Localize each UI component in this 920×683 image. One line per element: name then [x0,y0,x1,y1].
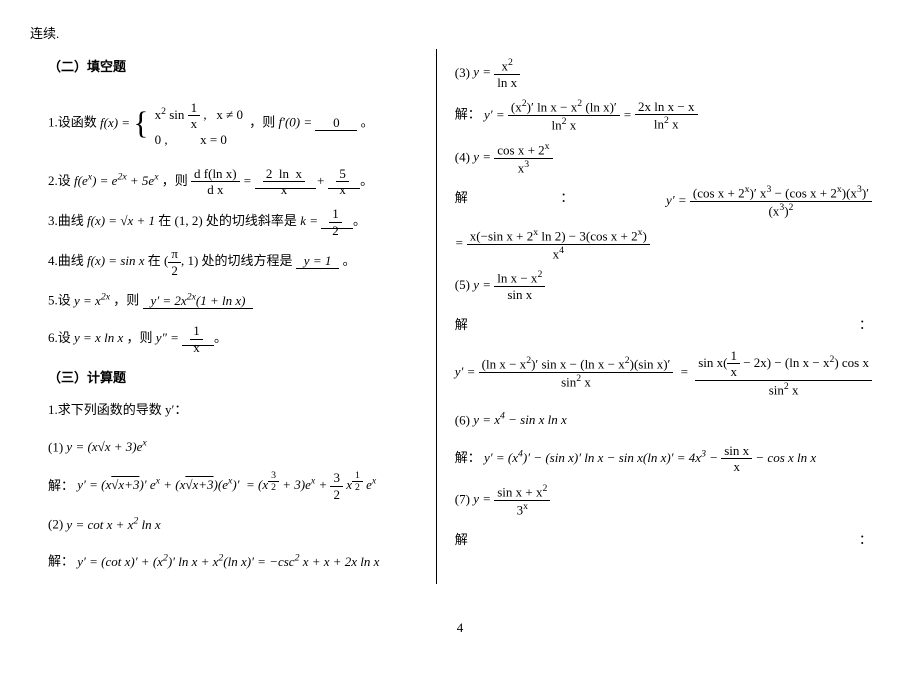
sol-pre: 解 [455,526,468,555]
calc-item-6-sol: 解： y′ = (x4)′ − (sin x)′ ln x − sin x(ln… [455,443,872,475]
solution: y′ = (ln x − x2)′ sin x − (ln x − x2)(si… [455,364,872,379]
fill-item-5: 5.设 y = x2x ，则 y′ = 2x2x(1 + ln x) [48,286,418,315]
calc-intro: 1.求下列函数的导数 y′： [48,396,418,425]
text: ，则 [249,115,278,130]
top-continuation: 连续. [30,20,890,49]
label: (4) [455,149,473,164]
fill-item-4: 4.曲线 f(x) = sin x 在 (π2, 1) 处的切线方程是 y = … [48,246,418,278]
y-def: y = cos x + 2xx3 [473,149,552,164]
fill-item-2: 2.设 f(ex) = e2x + 5ex ，则 d f(ln x)d x = … [48,166,418,198]
y-def: y = (x√x + 3)ex [66,439,146,454]
lhs: d f(ln x)d x = [191,173,255,188]
function: f(x) = sin x [87,253,145,268]
y-def: y = x4 − sin x ln x [473,412,567,427]
label: (2) [48,517,66,532]
calc-item-7: (7) y = sin x + x23x [455,483,872,518]
text: 3.曲线 [48,213,87,228]
calc-item-3-sol: 解： y′ = (x2)′ ln x − x2 (ln x)′ln2 x = 2… [455,98,872,133]
page-number: 4 [30,614,890,643]
answer-blank: 2 ln xx [255,173,316,189]
sol-pre: 解： [455,450,481,465]
calc-item-5: (5) y = ln x − x2sin x [455,269,872,303]
calc-item-1: (1) y = (x√x + 3)ex [48,433,418,462]
text: 5.设 [48,293,74,308]
text: 1.设函数 [48,115,100,130]
sol-colon: ： [859,526,872,555]
text: 4.曲线 [48,253,87,268]
given: f(ex) = e2x + 5ex [74,173,159,188]
sol-colon: ： [560,184,573,219]
answer-blank: y = 1 [296,253,340,269]
answer-blank: 12 [321,213,353,229]
label: (6) [455,412,473,427]
sol-pre: 解： [48,477,74,492]
text: 。 [353,213,366,228]
answer-blank: 0 [315,115,357,131]
solution: y′ = (cot x)′ + (x2)′ ln x + x2(ln x)′ =… [77,554,379,569]
calc-item-4-sol: 解 ： y′ = (cos x + 2x)′ x3 − (cos x + 2x)… [455,184,872,219]
fill-item-3: 3.曲线 f(x) = √x + 1 在 (1, 2) 处的切线斜率是 k = … [48,206,418,238]
y-def: y = x2x [74,293,110,308]
calc-item-3: (3) y = x2ln x [455,57,872,91]
calc-item-1-sol: 解： y′ = (x√x+3)′ ex + (x√x+3)(ex)′ = (x3… [48,470,418,503]
sol-pre: 解： [455,107,481,122]
calc-item-4: (4) y = cos x + 2xx3 [455,141,872,176]
text: 2.设 [48,173,74,188]
text: 在 (1, 2) 处的切线斜率是 [158,213,300,228]
solution: y′ = (x2)′ ln x − x2 (ln x)′ln2 x = 2x l… [484,107,697,122]
calc-item-5-sol: y′ = (ln x − x2)′ sin x − (ln x − x2)(si… [455,348,872,398]
section-calc-title: （三）计算题 [48,364,418,393]
left-column: （二）填空题 1.设函数 f(x) = { x2 sin 1x , x ≠ 0 … [30,49,436,585]
sol-pre: 解 [455,311,468,340]
calc-item-5-sol-pre: 解 ： [455,311,872,340]
label: (3) [455,64,473,79]
y-def: y = sin x + x23x [473,491,550,506]
lhs: k = [300,213,321,228]
right-column: (3) y = x2ln x 解： y′ = (x2)′ ln x − x2 (… [437,49,890,585]
piecewise-function: f(x) = { x2 sin 1x , x ≠ 0 0 , x = 0 [100,115,249,130]
fill-item-1: 1.设函数 f(x) = { x2 sin 1x , x ≠ 0 0 , x =… [48,89,418,158]
lhs: y″ = [156,330,182,345]
label: (5) [455,277,473,292]
calc-item-6: (6) y = x4 − sin x ln x [455,406,872,435]
calc-item-4-sol2: = x(−sin x + 2x ln 2) − 3(cos x + 2x)x4 [455,227,872,262]
text: 6.设 [48,330,74,345]
section-fill-title: （二）填空题 [48,53,418,82]
label: (7) [455,491,473,506]
text: ，则 [162,173,191,188]
text: 。 [361,115,374,130]
calc-item-2-sol: 解： y′ = (cot x)′ + (x2)′ ln x + x2(ln x)… [48,547,418,576]
text: 。 [360,173,373,188]
text: 。 [343,253,356,268]
calc-item-7-sol: 解 ： [455,526,872,555]
fill-item-6: 6.设 y = x ln x ，则 y″ = 1x 。 [48,323,418,355]
sol-pre: 解： [48,554,74,569]
solution: y′ = (x4)′ − (sin x)′ ln x − sin x(ln x)… [484,450,816,465]
sol-colon: ： [859,311,872,340]
text: ，则 [126,330,155,345]
page-columns: （二）填空题 1.设函数 f(x) = { x2 sin 1x , x ≠ 0 … [30,49,890,585]
y-def: y = x2ln x [473,64,520,79]
y-def: y = x ln x [74,330,123,345]
answer-blank: y′ = 2x2x(1 + ln x) [143,293,254,309]
answer-blank: 1x [182,330,214,346]
solution: y′ = (x√x+3)′ ex + (x√x+3)(ex)′ = (x32 +… [77,477,376,492]
answer-blank: 5x [328,173,360,189]
text: ，则 [113,293,142,308]
question: f′(0) = [279,115,316,130]
y-def: y = cot x + x2 ln x [66,517,160,532]
solution: y′ = (cos x + 2x)′ x3 − (cos x + 2x)(x3)… [666,184,872,219]
text: 。 [214,330,227,345]
y-def: y = ln x − x2sin x [473,277,545,292]
function: f(x) = √x + 1 [87,213,155,228]
sol-pre: 解 [455,184,468,219]
calc-item-2: (2) y = cot x + x2 ln x [48,510,418,539]
label: (1) [48,439,66,454]
solution: = x(−sin x + 2x ln 2) − 3(cos x + 2x)x4 [455,235,650,250]
